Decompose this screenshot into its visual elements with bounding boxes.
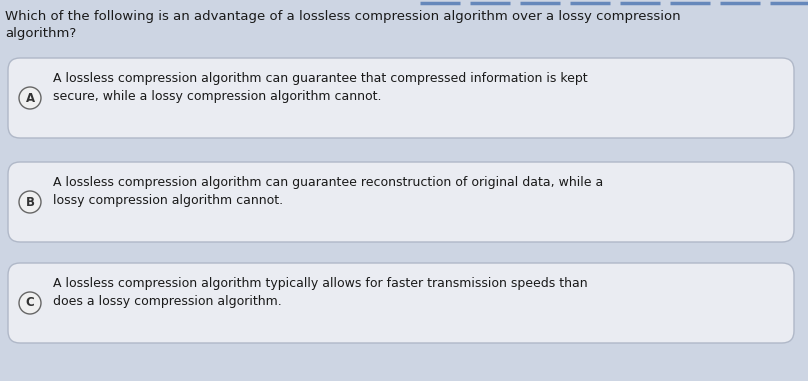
Text: B: B <box>26 195 35 208</box>
FancyBboxPatch shape <box>8 263 794 343</box>
FancyBboxPatch shape <box>8 162 794 242</box>
Text: A lossless compression algorithm can guarantee that compressed information is ke: A lossless compression algorithm can gua… <box>53 72 587 103</box>
Text: C: C <box>26 296 35 309</box>
Text: A: A <box>25 91 35 104</box>
Circle shape <box>19 87 41 109</box>
Text: A lossless compression algorithm can guarantee reconstruction of original data, : A lossless compression algorithm can gua… <box>53 176 604 207</box>
FancyBboxPatch shape <box>8 58 794 138</box>
Circle shape <box>19 191 41 213</box>
Text: A lossless compression algorithm typically allows for faster transmission speeds: A lossless compression algorithm typical… <box>53 277 587 308</box>
Text: Which of the following is an advantage of a lossless compression algorithm over : Which of the following is an advantage o… <box>5 10 680 40</box>
Circle shape <box>19 292 41 314</box>
